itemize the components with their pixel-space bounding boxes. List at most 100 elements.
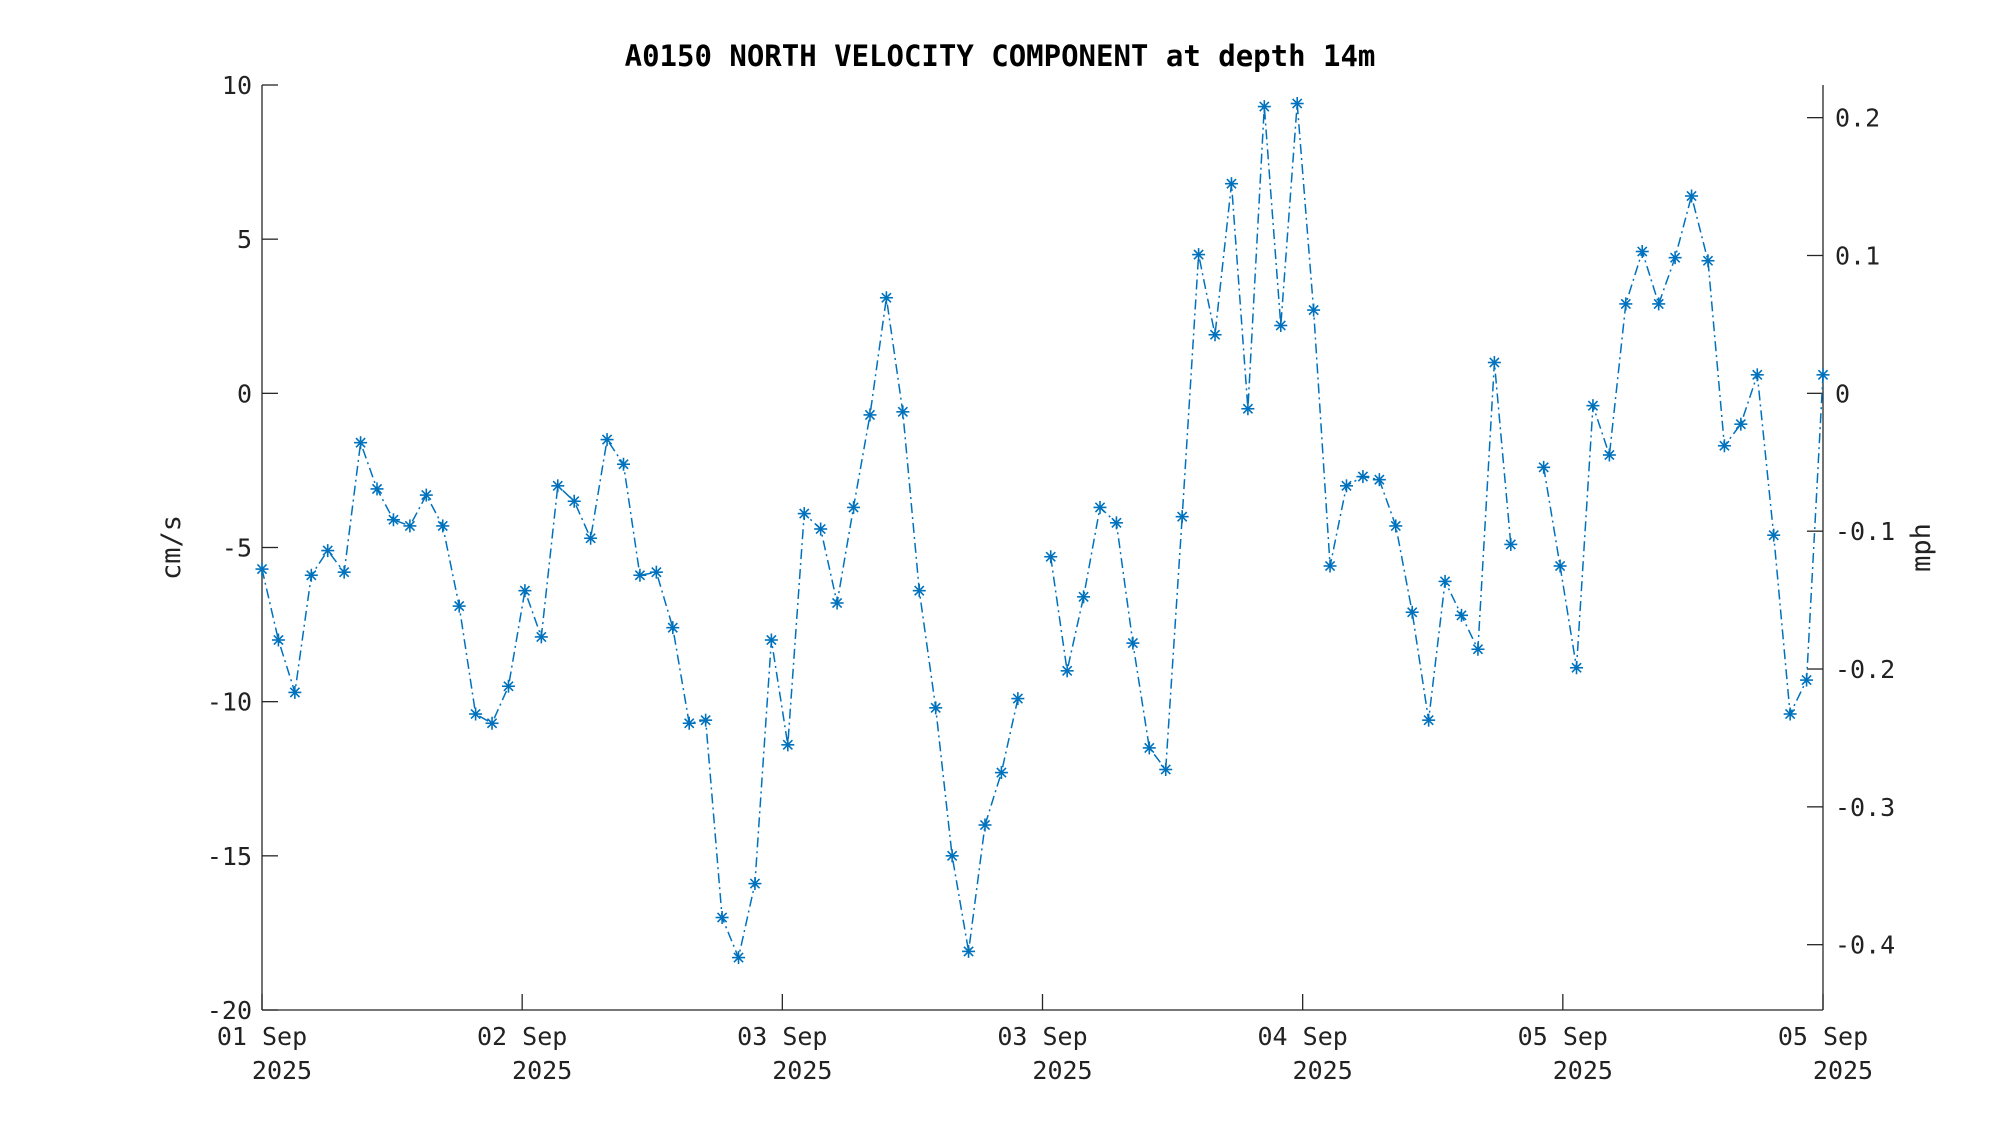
data-point [797,507,811,521]
data-point [1142,741,1156,755]
data-point [1339,479,1353,493]
data-point [633,568,647,582]
data-point [1389,519,1403,533]
data-point [912,584,926,598]
y-tick-label-left: -20 [207,996,252,1025]
data-point [1290,97,1304,110]
chart-title: A0150 NORTH VELOCITY COMPONENT at depth … [625,39,1376,73]
y-tick-label-left: 5 [237,225,252,254]
data-point [551,479,565,493]
x-tick-label-year: 2025 [1032,1056,1092,1085]
data-point [879,291,893,305]
y-tick-label-right: 0.2 [1835,104,1880,133]
data-point [501,679,515,693]
data-point [649,565,663,579]
data-point [616,457,630,471]
data-point [896,405,910,419]
data-point [1816,368,1830,382]
data-point [1471,642,1485,656]
data-point [370,482,384,496]
data-point [1372,473,1386,487]
data-point [1323,559,1337,573]
y-tick-label-right: -0.2 [1835,655,1895,684]
data-point [255,562,269,576]
y-tick-label-right: -0.1 [1835,517,1895,546]
data-point [1455,608,1469,622]
data-point [1602,448,1616,462]
right-y-ticks: 0.2 0.1 0 -0.1 -0.2 -0.3 -0.4 [1807,104,1895,960]
data-point [1635,245,1649,258]
x-tick-label-year: 2025 [1553,1056,1613,1085]
data-point [748,877,762,891]
data-point [978,818,992,832]
data-point [1011,692,1025,706]
data-point [403,519,417,533]
data-point [1077,590,1091,604]
data-point [962,944,976,958]
series-line [1049,103,1512,772]
data-point [994,766,1008,780]
series-line [1542,193,1824,717]
data-point [1175,510,1189,524]
data-point [847,500,861,514]
y-tick-label-right: -0.4 [1835,931,1895,960]
y-tick-label-right: -0.3 [1835,793,1895,822]
data-point [386,513,400,527]
data-point [1586,399,1600,413]
x-tick-label-year: 2025 [252,1056,312,1085]
y-tick-label-left: -5 [222,534,252,563]
x-tick-label-year: 2025 [772,1056,832,1085]
data-point [469,707,483,721]
data-point [354,436,368,450]
data-point [1652,297,1666,311]
data-point [1093,500,1107,514]
x-tick-label-year: 2025 [512,1056,572,1085]
data-point [732,951,746,965]
data-point [1208,328,1222,342]
data-point [321,544,335,558]
y-tick-label-left: -15 [207,842,252,871]
data-point [419,488,433,502]
data-point [699,713,713,727]
data-point [666,621,680,635]
data-point [1224,177,1238,191]
left-y-ticks: 10 5 0 -5 -10 -15 -20 [207,71,278,1025]
data-point [1356,470,1370,484]
data-point [534,630,548,644]
data-point [1274,319,1288,332]
x-ticks: 01 Sep 2025 02 Sep 2025 03 Sep 2025 03 Sep 2025… [217,994,1873,1085]
data-point [863,408,877,422]
x-tick-label-year: 2025 [1813,1056,1873,1085]
data-point [337,565,351,579]
data-point [452,599,466,613]
data-point [1487,356,1501,369]
x-tick-label-day: 02 Sep [477,1022,567,1051]
x-tick-label-day: 05 Sep [1518,1022,1608,1051]
data-point [1717,439,1731,453]
data-point [567,494,581,508]
y-tick-label-left: 0 [237,379,252,408]
data-point [1405,605,1419,619]
data-point [1438,574,1452,588]
data-point [1159,763,1173,776]
data-point [781,738,795,752]
y-axis-label-right: mph [1906,523,1937,572]
data-point [1750,368,1764,382]
data-point [600,433,614,447]
data-point [1701,254,1715,268]
y-tick-label-right: 0 [1835,379,1850,408]
data-point [518,584,532,598]
data-point [1800,673,1814,687]
x-tick-label-year: 2025 [1293,1056,1353,1085]
data-point [929,701,943,715]
data-point [288,685,302,699]
data-point [1241,402,1255,416]
data-point [945,849,959,863]
data-point [814,522,828,536]
x-tick-label-day: 05 Sep [1778,1022,1868,1051]
data-point [1126,636,1140,650]
x-tick-label-day: 01 Sep [217,1022,307,1051]
data-point [830,596,844,610]
